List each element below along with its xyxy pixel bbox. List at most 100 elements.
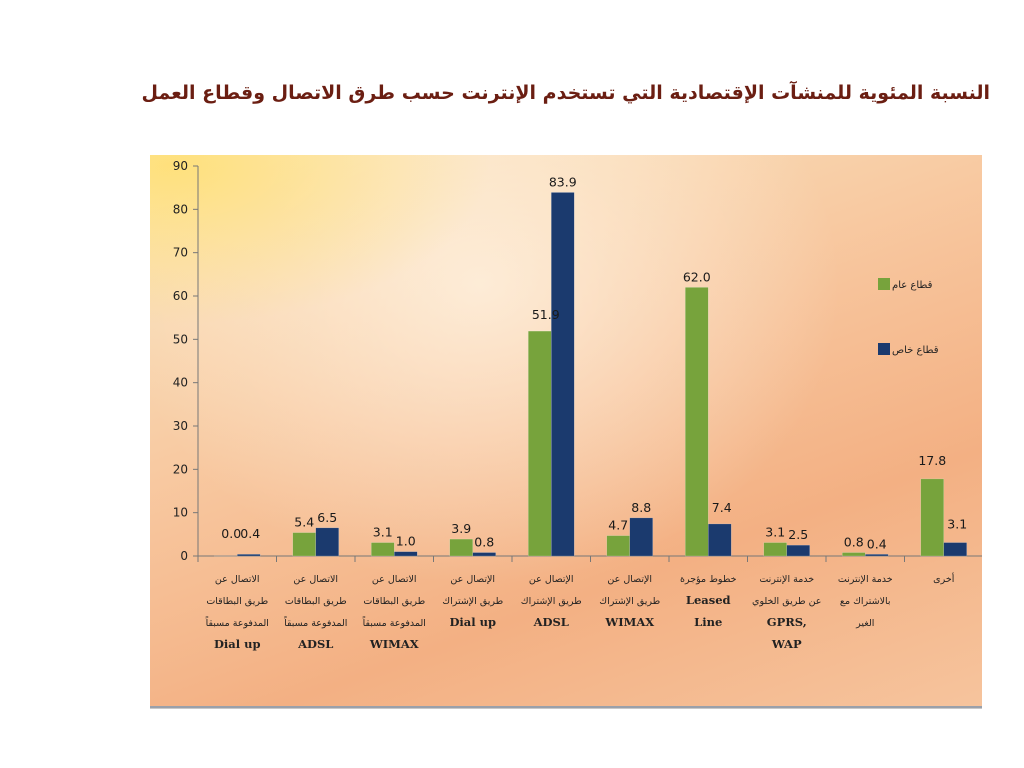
data-label: 3.1 bbox=[947, 517, 967, 532]
category-label: خدمة الإنترنت عن طريق الخلوي GPRS, WAP bbox=[752, 574, 821, 651]
category-label-line: Dial up bbox=[449, 615, 496, 629]
category-label-line: عن طريق الخلوي bbox=[752, 596, 821, 607]
axes: 0 10 20 30 40 50 60 70 80 90 bbox=[173, 159, 982, 563]
data-label: 17.8 bbox=[918, 453, 946, 468]
y-tick-label: 40 bbox=[173, 376, 188, 390]
legend-label: قطاع عام bbox=[892, 280, 933, 291]
category-label: الإتصال عن طريق الإشتراك WIMAX bbox=[599, 574, 660, 629]
data-label: 7.4 bbox=[712, 500, 732, 515]
data-label: 0.8 bbox=[844, 535, 864, 550]
category-label-line: الغير bbox=[855, 618, 874, 629]
slide-title: النسبة المئوية للمنشآت الإقتصادية التي ت… bbox=[141, 82, 990, 104]
y-tick-label: 90 bbox=[173, 159, 188, 173]
y-tick-label: 20 bbox=[173, 462, 188, 476]
bar-private bbox=[629, 517, 653, 557]
chart-area: 0 10 20 30 40 50 60 70 80 90 0.0 5.4 3.1 3.9 51.9 4.7 6… bbox=[150, 155, 982, 708]
bar-private bbox=[315, 527, 339, 557]
y-tick-label: 30 bbox=[173, 419, 188, 433]
legend-swatch bbox=[878, 343, 890, 355]
data-label: 5.4 bbox=[294, 515, 314, 530]
legend-item: قطاع عام bbox=[878, 278, 933, 291]
category-label: خطوط مؤجرة Leased Line bbox=[680, 574, 737, 629]
category-label: خدمة الإنترنت بالاشتراك مع الغير bbox=[838, 574, 893, 629]
data-label: 4.7 bbox=[608, 518, 628, 533]
y-tick-label: 60 bbox=[173, 289, 188, 303]
category-label-line: WAP bbox=[771, 637, 802, 651]
data-label: 2.5 bbox=[788, 527, 808, 542]
category-label-line: المدفوعة مسبقاً bbox=[206, 616, 269, 629]
category-label-line: طريق البطاقات bbox=[363, 596, 425, 607]
category-label: الاتصال عن طريق البطاقات المدفوعة مسبقاً Di… bbox=[206, 574, 269, 651]
y-tick-label: 80 bbox=[173, 202, 188, 216]
bars bbox=[214, 192, 967, 557]
bar-public bbox=[371, 542, 395, 557]
category-label-line: GPRS, bbox=[767, 615, 807, 629]
data-labels: 0.0 5.4 3.1 3.9 51.9 4.7 62.0 3.1 0.8 17.8 0.4 6.5 1… bbox=[221, 174, 967, 551]
data-label: 0.8 bbox=[474, 535, 494, 550]
data-label: 3.1 bbox=[373, 525, 393, 540]
bar-public bbox=[842, 552, 866, 557]
category-label-line: المدفوعة مسبقاً bbox=[284, 616, 347, 629]
bar-public bbox=[528, 330, 552, 557]
data-label: 0.0 bbox=[221, 526, 241, 541]
category-label-line: الاتصال عن bbox=[372, 574, 417, 585]
bar-private bbox=[551, 192, 575, 557]
bar-private bbox=[708, 523, 732, 557]
y-tick-label: 0 bbox=[180, 549, 188, 563]
legend: قطاع عام قطاع خاص bbox=[878, 278, 939, 356]
bar-private bbox=[394, 551, 418, 557]
bar-private bbox=[237, 554, 261, 557]
category-label-line: طريق الإشتراك bbox=[599, 596, 660, 607]
bar-private bbox=[786, 544, 810, 557]
legend-label: قطاع خاص bbox=[892, 345, 939, 356]
category-label-line: بالاشتراك مع bbox=[840, 596, 891, 607]
category-label-line: Dial up bbox=[214, 637, 261, 651]
category-label-line: الاتصال عن bbox=[215, 574, 260, 585]
category-label-line: Line bbox=[694, 615, 722, 629]
legend-swatch bbox=[878, 278, 890, 290]
category-label-line: ADSL bbox=[533, 615, 569, 629]
category-label-line: الإتصال عن bbox=[450, 574, 495, 585]
y-tick-label: 70 bbox=[173, 246, 188, 260]
bar-public bbox=[685, 287, 709, 557]
data-label: 1.0 bbox=[396, 534, 416, 549]
bar-private bbox=[472, 552, 496, 557]
category-label-line: Leased bbox=[686, 593, 731, 607]
category-label-line: طريق الإشتراك bbox=[442, 596, 503, 607]
data-label: 51.9 bbox=[532, 307, 560, 322]
legend-item: قطاع خاص bbox=[878, 343, 939, 356]
data-label: 83.9 bbox=[549, 174, 577, 189]
category-label-line: المدفوعة مسبقاً bbox=[363, 616, 426, 629]
y-tick-label: 10 bbox=[173, 506, 188, 520]
category-label: الإتصال عن طريق الإشتراك Dial up bbox=[442, 574, 503, 629]
bar-public bbox=[292, 532, 316, 557]
category-label-line: طريق الإشتراك bbox=[521, 596, 582, 607]
category-label-line: الإتصال عن bbox=[607, 574, 652, 585]
category-label-line: خطوط مؤجرة bbox=[680, 574, 737, 585]
data-label: 3.1 bbox=[765, 525, 785, 540]
data-label: 0.4 bbox=[867, 536, 887, 551]
bar-private bbox=[943, 542, 967, 557]
data-label: 62.0 bbox=[683, 269, 711, 284]
category-label-line: ADSL bbox=[297, 637, 333, 651]
category-label: أخرى bbox=[933, 572, 955, 585]
category-label: الاتصال عن طريق البطاقات المدفوعة مسبقاً WI… bbox=[363, 574, 426, 651]
bar-public bbox=[920, 478, 944, 557]
data-label: 6.5 bbox=[317, 510, 337, 525]
bar-private bbox=[865, 554, 889, 557]
bar-public bbox=[763, 542, 787, 557]
bar-public bbox=[449, 538, 473, 557]
category-label-line: أخرى bbox=[933, 572, 955, 585]
category-label-line: الإتصال عن bbox=[529, 574, 574, 585]
category-label: الاتصال عن طريق البطاقات المدفوعة مسبقاً AD… bbox=[284, 574, 347, 651]
category-label-line: طريق البطاقات bbox=[206, 596, 268, 607]
data-label: 0.4 bbox=[240, 526, 260, 541]
category-label-line: طريق البطاقات bbox=[285, 596, 347, 607]
category-label-line: خدمة الإنترنت bbox=[759, 574, 814, 585]
category-label: الإتصال عن طريق الإشتراك ADSL bbox=[521, 574, 582, 629]
y-tick-label: 50 bbox=[173, 332, 188, 346]
category-labels: الاتصال عن طريق البطاقات المدفوعة مسبقاً Di… bbox=[206, 572, 955, 651]
category-label-line: خدمة الإنترنت bbox=[838, 574, 893, 585]
data-label: 8.8 bbox=[631, 500, 651, 515]
category-label-line: الاتصال عن bbox=[293, 574, 338, 585]
